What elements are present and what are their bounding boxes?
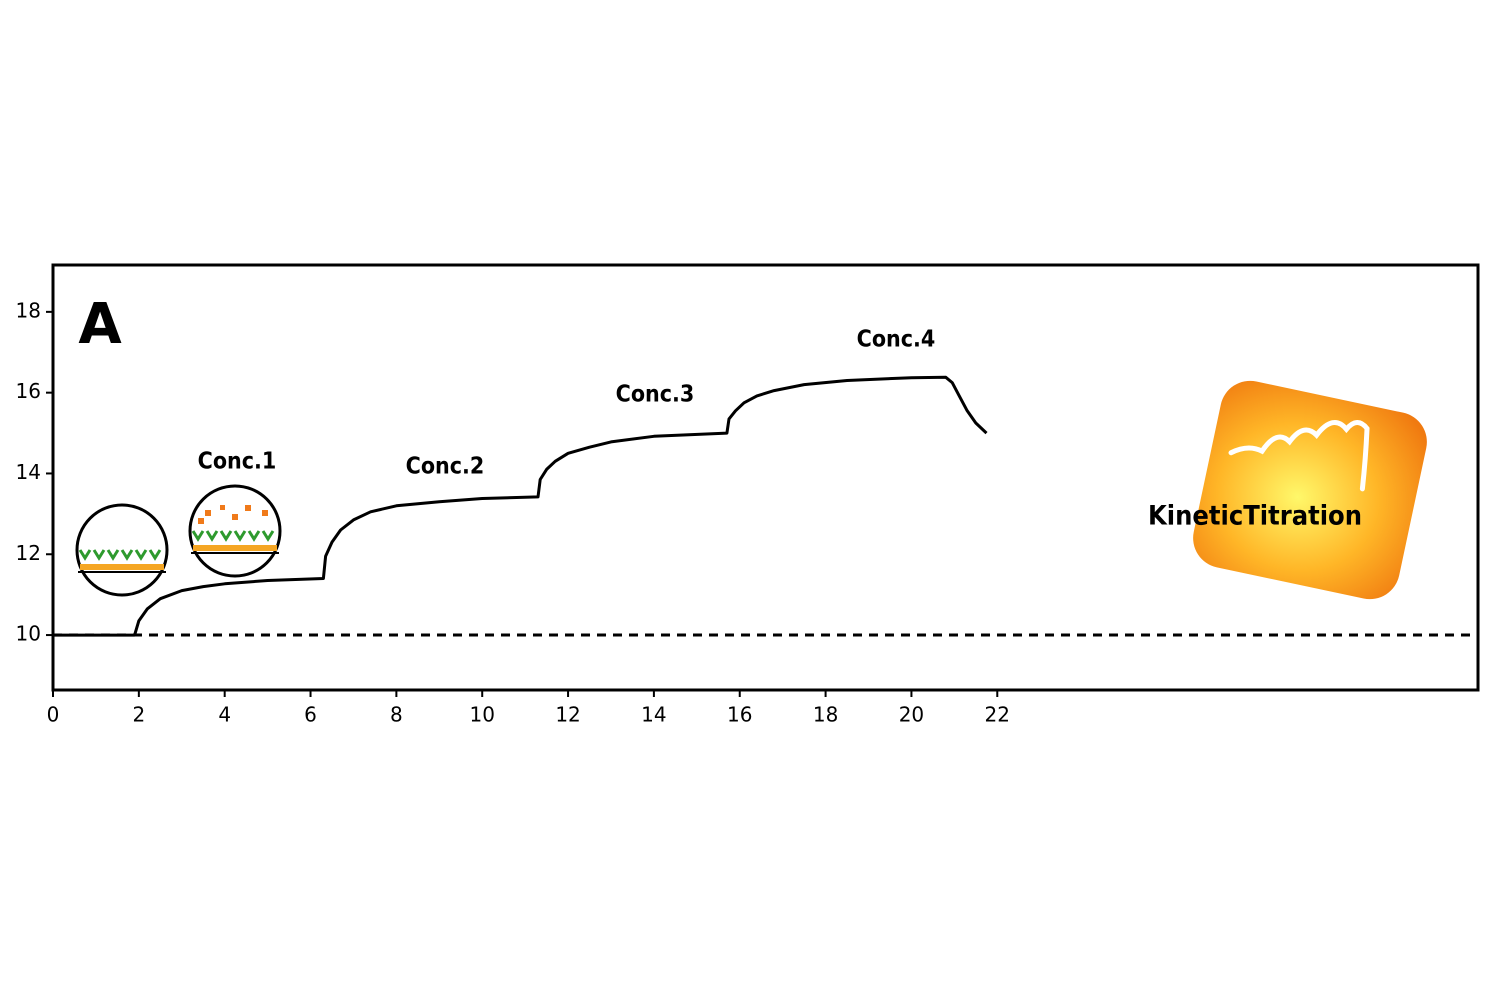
y-tick-label: 16 <box>16 379 41 403</box>
concentration-label: Conc.1 <box>198 449 277 475</box>
x-tick-label: 14 <box>641 703 666 727</box>
panel-label: A <box>78 292 122 357</box>
sensor-icon-bound <box>188 484 282 578</box>
x-tick-label: 10 <box>469 703 494 727</box>
x-tick-label: 0 <box>47 703 60 727</box>
logo-text: KineticTitration <box>1148 501 1362 532</box>
x-tick-label: 2 <box>132 703 145 727</box>
x-tick-label: 6 <box>304 703 317 727</box>
x-tick-label: 16 <box>727 703 752 727</box>
x-tick-label: 4 <box>218 703 231 727</box>
x-tick-label: 12 <box>555 703 580 727</box>
concentration-label: Conc.2 <box>406 454 485 480</box>
concentration-label: Conc.3 <box>616 382 695 408</box>
y-tick-label: 18 <box>16 298 41 322</box>
y-tick-label: 10 <box>16 622 41 646</box>
data-line <box>53 375 988 637</box>
x-tick-label: 22 <box>985 703 1010 727</box>
sensor-icon-empty <box>75 503 169 597</box>
x-tick-label: 8 <box>390 703 403 727</box>
concentration-label: Conc.4 <box>857 327 936 353</box>
x-tick-label: 18 <box>813 703 838 727</box>
y-tick-label: 14 <box>16 460 41 484</box>
plot-frame <box>51 263 1480 692</box>
x-tick-label: 20 <box>899 703 924 727</box>
y-tick-label: 12 <box>16 541 41 565</box>
logo <box>1193 380 1427 600</box>
